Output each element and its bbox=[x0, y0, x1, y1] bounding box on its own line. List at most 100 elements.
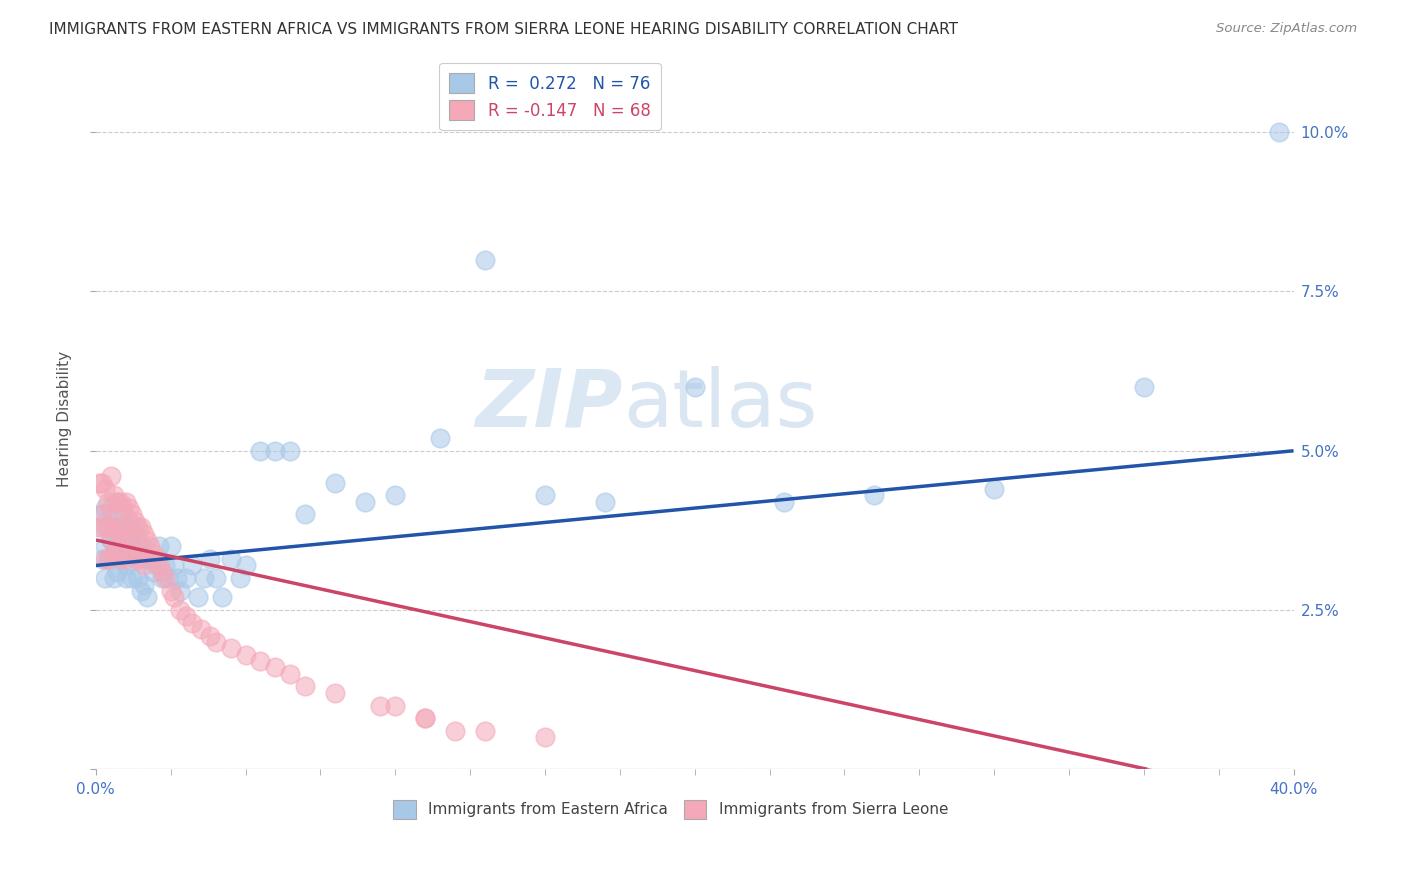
Text: ZIP: ZIP bbox=[475, 366, 623, 444]
Point bbox=[198, 628, 221, 642]
Point bbox=[127, 533, 149, 547]
Point bbox=[103, 520, 125, 534]
Point bbox=[150, 571, 173, 585]
Point bbox=[683, 380, 706, 394]
Point bbox=[100, 552, 122, 566]
Point bbox=[87, 475, 110, 490]
Point bbox=[105, 494, 128, 508]
Point bbox=[413, 711, 436, 725]
Point bbox=[163, 591, 186, 605]
Point bbox=[169, 603, 191, 617]
Point bbox=[121, 571, 143, 585]
Y-axis label: Hearing Disability: Hearing Disability bbox=[58, 351, 72, 487]
Point bbox=[219, 641, 242, 656]
Point bbox=[121, 539, 143, 553]
Point bbox=[100, 533, 122, 547]
Point bbox=[114, 494, 136, 508]
Point bbox=[150, 565, 173, 579]
Point bbox=[111, 501, 134, 516]
Point bbox=[280, 666, 302, 681]
Point bbox=[138, 539, 160, 553]
Text: Source: ZipAtlas.com: Source: ZipAtlas.com bbox=[1216, 22, 1357, 36]
Point bbox=[97, 494, 120, 508]
Point bbox=[121, 539, 143, 553]
Point bbox=[105, 546, 128, 560]
Point bbox=[474, 724, 496, 739]
Point bbox=[90, 508, 112, 522]
Point bbox=[132, 558, 155, 573]
Point bbox=[444, 724, 467, 739]
Point bbox=[103, 488, 125, 502]
Point bbox=[94, 571, 117, 585]
Point bbox=[211, 591, 233, 605]
Point bbox=[103, 546, 125, 560]
Point bbox=[166, 571, 188, 585]
Point bbox=[108, 552, 131, 566]
Point bbox=[114, 526, 136, 541]
Point bbox=[129, 552, 152, 566]
Point bbox=[129, 583, 152, 598]
Point bbox=[90, 475, 112, 490]
Point bbox=[132, 546, 155, 560]
Point bbox=[100, 508, 122, 522]
Point bbox=[100, 469, 122, 483]
Point bbox=[111, 533, 134, 547]
Point bbox=[187, 591, 209, 605]
Point bbox=[129, 520, 152, 534]
Legend: Immigrants from Eastern Africa, Immigrants from Sierra Leone: Immigrants from Eastern Africa, Immigran… bbox=[387, 794, 955, 825]
Point bbox=[1267, 125, 1289, 139]
Point bbox=[114, 520, 136, 534]
Point bbox=[1133, 380, 1156, 394]
Point bbox=[145, 558, 167, 573]
Point bbox=[103, 571, 125, 585]
Point bbox=[156, 571, 179, 585]
Point bbox=[174, 609, 197, 624]
Point bbox=[384, 698, 406, 713]
Point bbox=[294, 680, 316, 694]
Point bbox=[100, 533, 122, 547]
Point bbox=[142, 546, 165, 560]
Point bbox=[129, 539, 152, 553]
Point bbox=[219, 552, 242, 566]
Point bbox=[174, 571, 197, 585]
Point bbox=[384, 488, 406, 502]
Point bbox=[135, 533, 157, 547]
Point bbox=[413, 711, 436, 725]
Point bbox=[983, 482, 1005, 496]
Point bbox=[103, 520, 125, 534]
Point bbox=[108, 526, 131, 541]
Point bbox=[127, 571, 149, 585]
Point bbox=[118, 501, 141, 516]
Point bbox=[145, 552, 167, 566]
Point bbox=[105, 520, 128, 534]
Point bbox=[114, 558, 136, 573]
Point bbox=[87, 520, 110, 534]
Point bbox=[127, 520, 149, 534]
Point bbox=[94, 520, 117, 534]
Point bbox=[294, 508, 316, 522]
Point bbox=[142, 565, 165, 579]
Point bbox=[235, 558, 257, 573]
Point bbox=[264, 660, 287, 674]
Point bbox=[94, 501, 117, 516]
Point bbox=[138, 552, 160, 566]
Point bbox=[534, 731, 557, 745]
Point bbox=[97, 520, 120, 534]
Point bbox=[169, 583, 191, 598]
Point bbox=[153, 571, 176, 585]
Point bbox=[153, 558, 176, 573]
Point bbox=[159, 539, 181, 553]
Point bbox=[354, 494, 377, 508]
Point bbox=[111, 508, 134, 522]
Point bbox=[114, 571, 136, 585]
Point bbox=[534, 488, 557, 502]
Point bbox=[90, 552, 112, 566]
Point bbox=[235, 648, 257, 662]
Point bbox=[111, 546, 134, 560]
Point bbox=[108, 552, 131, 566]
Point bbox=[159, 583, 181, 598]
Point bbox=[105, 565, 128, 579]
Point bbox=[103, 546, 125, 560]
Point bbox=[97, 552, 120, 566]
Point bbox=[87, 520, 110, 534]
